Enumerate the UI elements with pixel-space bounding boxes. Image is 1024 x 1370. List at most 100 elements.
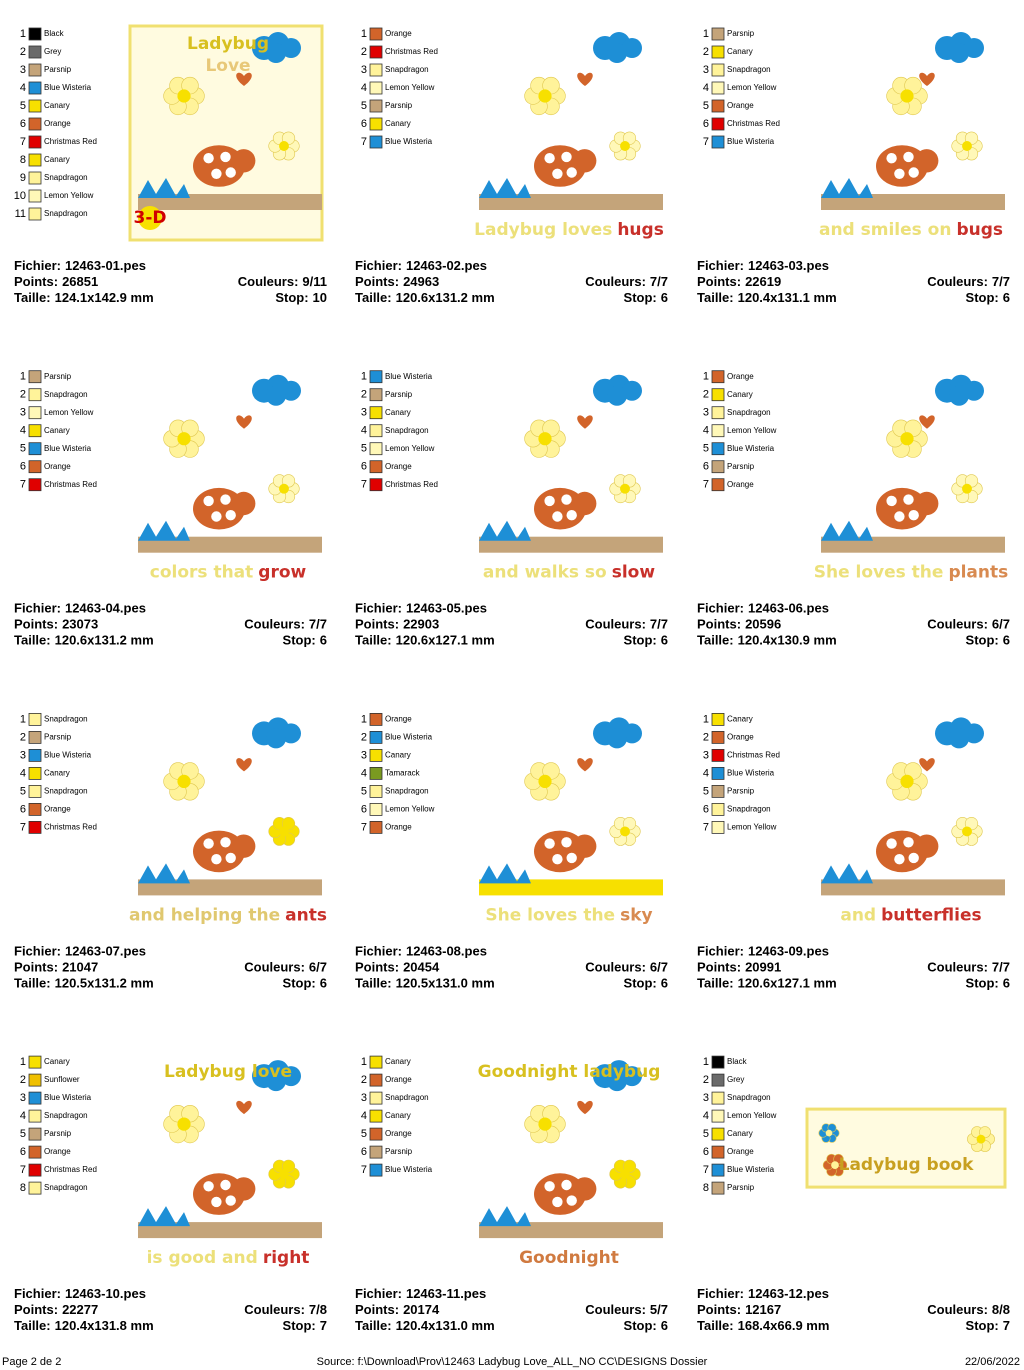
artwork-caption: Ladybug xyxy=(187,34,269,54)
stitch-count: Points: 20174 xyxy=(355,1303,440,1318)
ladybug-spot xyxy=(566,510,577,521)
color-count-value: 7/7 xyxy=(992,960,1010,975)
thread-number: 3 xyxy=(361,749,367,761)
thread-name: Lemon Yellow xyxy=(44,191,94,200)
page-number: Page 2 de 2 xyxy=(2,1356,61,1368)
color-count-label: Couleurs: xyxy=(238,274,299,289)
stop-count-label: Stop: xyxy=(283,1319,316,1334)
thread-swatch xyxy=(711,135,725,149)
thread-swatch xyxy=(28,1055,42,1069)
thread-name: Sunflower xyxy=(44,1075,80,1084)
stitch-count-value: 20596 xyxy=(745,617,781,632)
color-count-value: 7/8 xyxy=(309,1303,327,1318)
ladybug-head xyxy=(573,1177,597,1201)
stitch-count: Points: 22903 xyxy=(355,617,439,632)
thread-name: Blue Wisteria xyxy=(727,137,775,146)
thread-swatch xyxy=(711,45,725,59)
thread-swatch xyxy=(711,81,725,95)
thread-name: Christmas Red xyxy=(385,47,438,56)
cloud xyxy=(949,385,969,406)
caption-part: Love xyxy=(205,56,250,76)
thread-number: 4 xyxy=(20,1110,26,1122)
thread-number: 7 xyxy=(20,821,26,833)
stitch-count-label: Points: xyxy=(14,960,58,975)
file-name: Fichier: 12463-03.pes xyxy=(697,258,829,273)
thread-swatch xyxy=(711,99,725,113)
flower-center xyxy=(279,483,289,494)
thread-number: 3 xyxy=(20,407,26,419)
thread-number: 6 xyxy=(20,803,26,815)
grass xyxy=(479,178,531,198)
artwork-caption: and smiles on bugs xyxy=(819,220,1003,240)
thread-swatch xyxy=(28,189,42,203)
design-card: 1 Orange 2 Blue Wisteria 3 Canary 4 Tamarack 5 Sn… xyxy=(355,713,668,991)
thread-number: 3 xyxy=(361,1092,367,1104)
file-name: Fichier: 12463-07.pes xyxy=(14,944,146,959)
file-name-value: 12463-10.pes xyxy=(65,1287,146,1302)
thread-swatch xyxy=(369,63,383,77)
thread-number: 5 xyxy=(361,1128,367,1140)
artwork-caption: Goodnight xyxy=(519,1248,619,1268)
thread-swatch xyxy=(28,171,42,185)
design-size: Taille: 120.4x130.9 mm xyxy=(697,633,837,648)
thread-swatch xyxy=(28,117,42,131)
thread-number: 1 xyxy=(361,371,367,383)
design-size-label: Taille: xyxy=(355,1319,392,1334)
color-count-value: 6/7 xyxy=(309,960,327,975)
thread-swatch xyxy=(28,821,42,834)
cloud xyxy=(949,728,969,749)
thread-name: Orange xyxy=(385,823,412,832)
thread-swatch xyxy=(369,1073,383,1087)
stop-count-value: 6 xyxy=(661,976,668,991)
thread-swatch xyxy=(711,370,725,384)
ladybug-spot xyxy=(544,153,555,164)
stop-count: Stop: 6 xyxy=(966,633,1010,648)
thread-number: 4 xyxy=(361,1110,367,1122)
thread-name: Blue Wisteria xyxy=(44,83,92,92)
embroidery-artwork: She loves the plants xyxy=(814,374,1008,583)
file-name: Fichier: 12463-09.pes xyxy=(697,944,829,959)
ladybug-spot xyxy=(544,838,555,849)
file-name-value: 12463-01.pes xyxy=(65,258,146,273)
flower-center xyxy=(538,1117,552,1131)
thread-name: Parsnip xyxy=(385,390,413,399)
design-card: 1 Blue Wisteria 2 Parsnip 3 Canary 4 Snapdragon… xyxy=(355,370,668,648)
thread-name: Orange xyxy=(385,29,412,38)
flower-center xyxy=(976,1134,986,1144)
thread-name: Black xyxy=(727,1057,748,1066)
file-name: Fichier: 12463-04.pes xyxy=(14,601,146,616)
heart xyxy=(577,1100,593,1115)
thread-number: 5 xyxy=(703,100,709,112)
design-size-label: Taille: xyxy=(14,976,51,991)
color-count-label: Couleurs: xyxy=(927,617,988,632)
stitch-count: Points: 20596 xyxy=(697,617,781,632)
design-card: 1 Parsnip 2 Snapdragon 3 Lemon Yellow 4 Canary 5… xyxy=(14,370,327,648)
grass xyxy=(821,863,873,884)
stitch-count-label: Points: xyxy=(14,274,58,289)
ladybug-spot xyxy=(552,1196,563,1208)
thread-swatch xyxy=(28,767,42,780)
file-name-label: Fichier: xyxy=(355,1287,402,1302)
thread-name: Blue Wisteria xyxy=(44,751,92,760)
flower-center xyxy=(538,774,552,789)
thread-name: Lemon Yellow xyxy=(385,444,435,453)
thread-number: 4 xyxy=(703,1110,709,1122)
caption-part: and smiles on xyxy=(819,220,952,240)
ladybug-spot xyxy=(552,511,563,522)
stop-count: Stop: 7 xyxy=(966,1319,1010,1334)
thread-number: 3 xyxy=(703,749,709,761)
flower-center xyxy=(962,141,972,151)
thread-number: 2 xyxy=(20,1074,26,1086)
file-name-value: 12463-09.pes xyxy=(748,944,829,959)
thread-number: 1 xyxy=(361,713,367,725)
thread-number: 2 xyxy=(20,389,26,401)
file-name-label: Fichier: xyxy=(14,601,61,616)
thread-number: 2 xyxy=(361,389,367,401)
thread-name: Blue Wisteria xyxy=(385,733,433,742)
design-size-value: 120.5x131.0 mm xyxy=(396,976,495,991)
ladybug-spot xyxy=(561,1179,572,1191)
thread-swatch xyxy=(711,63,725,77)
source-path: Source: f:\Download\Prov\12463 Ladybug L… xyxy=(317,1356,708,1368)
thread-name: Snapdragon xyxy=(385,65,429,74)
thread-name: Snapdragon xyxy=(727,65,771,74)
